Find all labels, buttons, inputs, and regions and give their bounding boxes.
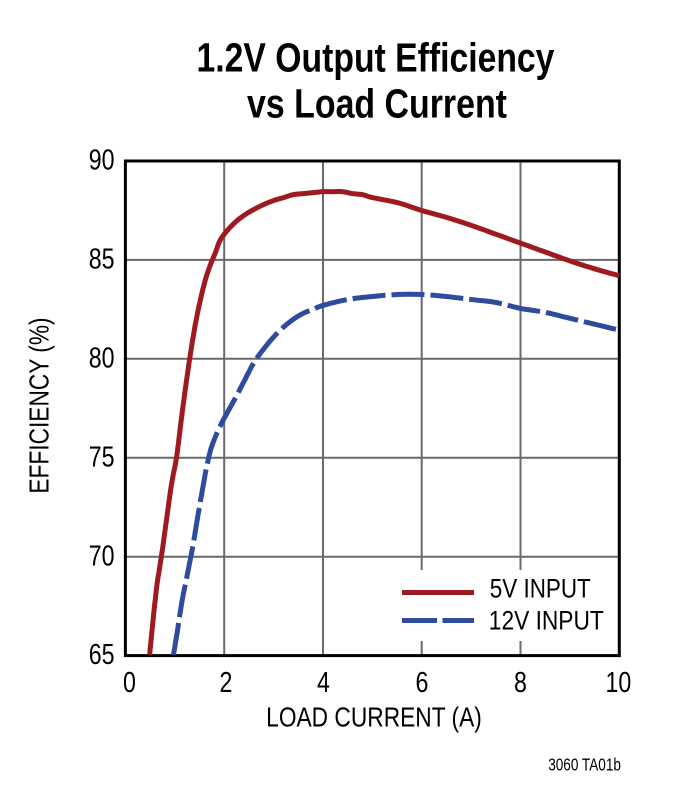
svg-text:EFFICIENCY (%): EFFICIENCY (%) xyxy=(24,317,55,493)
svg-text:0: 0 xyxy=(123,665,136,698)
svg-text:10: 10 xyxy=(606,665,632,698)
svg-text:6: 6 xyxy=(416,665,429,698)
svg-text:vs Load Current: vs Load Current xyxy=(247,80,507,126)
svg-text:LOAD CURRENT (A): LOAD CURRENT (A) xyxy=(266,702,482,733)
svg-text:85: 85 xyxy=(89,242,115,275)
svg-text:3060 TA01b: 3060 TA01b xyxy=(548,756,621,775)
svg-text:75: 75 xyxy=(89,440,115,473)
svg-text:5V INPUT: 5V INPUT xyxy=(490,575,591,604)
svg-text:80: 80 xyxy=(89,341,115,374)
svg-text:90: 90 xyxy=(89,143,115,176)
svg-text:70: 70 xyxy=(89,539,115,572)
svg-text:8: 8 xyxy=(514,665,527,698)
svg-text:1.2V Output Efficiency: 1.2V Output Efficiency xyxy=(197,34,555,80)
svg-text:2: 2 xyxy=(220,665,233,698)
svg-text:65: 65 xyxy=(89,638,115,671)
svg-text:12V INPUT: 12V INPUT xyxy=(489,606,604,636)
svg-text:4: 4 xyxy=(317,665,330,698)
